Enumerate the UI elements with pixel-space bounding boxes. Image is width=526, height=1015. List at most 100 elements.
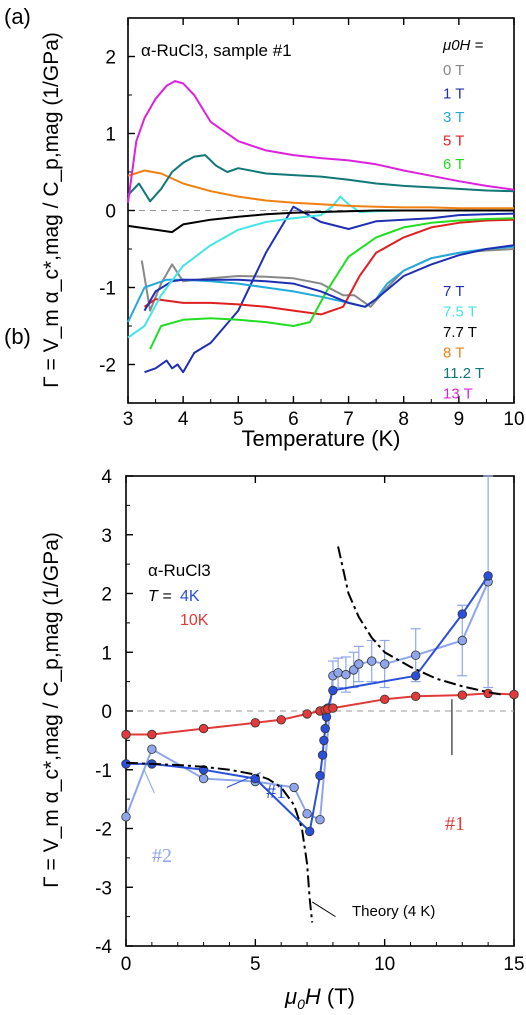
panel-b: (b) 0 5 10 15 -4 -3 -2 -1 0 1 2 3 4 α-RuCl3 T = 4K 1… (4, 324, 525, 1012)
data-point-4k-2 (411, 650, 421, 660)
data-point-10k-1 (380, 694, 390, 705)
theory-curve (125, 761, 314, 923)
data-point-10k-1 (276, 715, 286, 725)
x-tick-label: 8 (398, 409, 409, 430)
legend-entry: 6 T (443, 156, 464, 173)
y-tick-label: 3 (101, 526, 112, 547)
panel-a-series (127, 80, 515, 374)
data-point-4k-2 (315, 815, 325, 825)
legend-4k-label: 4K (180, 588, 200, 605)
data-point-4k-2 (457, 635, 468, 646)
legend-entry: 5 T (443, 133, 464, 150)
data-point-4k-1 (457, 609, 468, 619)
y-tick-label: 2 (101, 585, 112, 606)
data-point-4k-2 (302, 809, 312, 819)
series-line-3-T (127, 245, 515, 323)
data-point-4k-2 (121, 812, 131, 822)
annotation-leader-line (311, 901, 336, 918)
data-point-4k-1 (328, 685, 338, 696)
x-tick-label: 4 (178, 409, 189, 430)
x-tick-label: 3 (123, 409, 134, 430)
panel-b-legend-prefix: T = (148, 588, 172, 605)
panel-b-annotation-leaders (143, 699, 453, 918)
panel-b-title: α-RuCl3 (148, 561, 211, 580)
data-point-4k-1 (315, 770, 325, 781)
legend-entry: 0 T (443, 62, 464, 79)
data-point-10k-1 (457, 690, 468, 700)
legend-entry: 8 T (443, 345, 464, 362)
series-line-7-T (143, 244, 515, 312)
annotation-sample-1-4k: #1 (266, 781, 286, 803)
data-point-4k-1 (317, 750, 328, 760)
panel-b-ticks: 0 5 10 15 -4 -3 -2 -1 0 1 2 3 4 (95, 467, 524, 975)
panel-b-label: (b) (4, 324, 31, 349)
theory-curve (337, 546, 502, 696)
x-tick-label: 15 (503, 954, 524, 975)
data-point-4k-1 (319, 735, 329, 746)
y-tick-label: -3 (95, 878, 112, 899)
x-tick-label: 10 (503, 409, 524, 430)
legend-entry: 11.2 T (443, 365, 484, 382)
data-point-10k-1 (121, 729, 131, 740)
annotation-leader-line (143, 769, 155, 794)
legend-10k-label: 10K (180, 612, 209, 629)
x-tick-label: 7 (343, 409, 354, 430)
annotation-leader-line (226, 772, 261, 788)
data-point-4k-2 (333, 668, 343, 678)
data-point-10k-1 (250, 718, 261, 728)
y-tick-label: -1 (95, 761, 112, 782)
panel-b-x-axis-label: μ0H (T) (284, 984, 355, 1012)
data-point-4k-2 (367, 656, 377, 666)
data-point-10k-1 (509, 689, 519, 700)
series-line-8-T (127, 169, 514, 210)
y-tick-label: 1 (105, 125, 116, 146)
x-tick-label: 10 (374, 954, 395, 975)
panel-a-legend-title: μ0H = (442, 37, 484, 54)
annotation-sample-1-10k: #1 (445, 813, 465, 835)
legend-entry: 1 T (443, 86, 464, 103)
x-tick-label: 9 (454, 409, 465, 430)
data-point-4k-2 (341, 669, 351, 680)
data-point-4k-1 (320, 723, 330, 734)
y-tick-label: 1 (101, 643, 112, 664)
data-point-10k-1 (147, 729, 157, 740)
data-point-4k-2 (198, 773, 209, 784)
y-tick-label: 2 (105, 48, 116, 69)
series-line-5-T (143, 218, 515, 316)
data-point-4k-1 (483, 571, 493, 581)
series-line-6-T (149, 217, 515, 350)
data-point-10k-1 (328, 703, 338, 713)
panel-a-ticks: 3 4 5 6 7 8 9 10 -2 -1 0 1 2 (99, 17, 525, 430)
x-tick-label: 6 (288, 409, 299, 430)
panel-a-x-axis-label: Temperature (K) (242, 426, 401, 451)
legend-entry: 7 T (443, 283, 464, 300)
data-point-4k-1 (121, 759, 131, 769)
data-point-4k-2 (289, 782, 299, 793)
data-point-4k-2 (354, 659, 364, 669)
data-point-10k-1 (411, 691, 421, 702)
y-tick-label: -2 (99, 356, 116, 377)
series-line-11p2-T (127, 154, 515, 203)
data-point-10k-1 (198, 723, 209, 734)
annotation-sample-2: #2 (152, 845, 172, 867)
panel-b-series (121, 475, 519, 923)
data-point-4k-1 (411, 671, 421, 681)
x-tick-label: 0 (121, 954, 132, 975)
x-tick-label: 5 (233, 409, 244, 430)
data-point-4k-2 (348, 665, 359, 675)
y-tick-label: -4 (95, 937, 112, 958)
y-tick-label: -1 (99, 279, 116, 300)
data-point-4k-1 (305, 826, 315, 837)
data-point-4k-2 (147, 744, 157, 754)
y-tick-label: 0 (105, 202, 116, 223)
data-point-4k-1 (250, 773, 261, 784)
y-tick-label: -2 (95, 820, 112, 841)
y-tick-label: 0 (101, 702, 112, 723)
series-line-13-T (127, 80, 515, 203)
x-tick-label: 5 (250, 954, 261, 975)
legend-entry: 13 T (443, 386, 473, 403)
panel-a-legend: 0 T 1 T 3 T 5 T 6 T 7 T 7.5 T 7.7 T 8 T 11.2 T 13 … (443, 62, 484, 403)
panel-a-y-axis-label: Γ = V_m α_c*,mag / C_p,mag (1/GPa) (40, 32, 63, 388)
panel-a-title: α-RuCl3, sample #1 (141, 41, 292, 60)
